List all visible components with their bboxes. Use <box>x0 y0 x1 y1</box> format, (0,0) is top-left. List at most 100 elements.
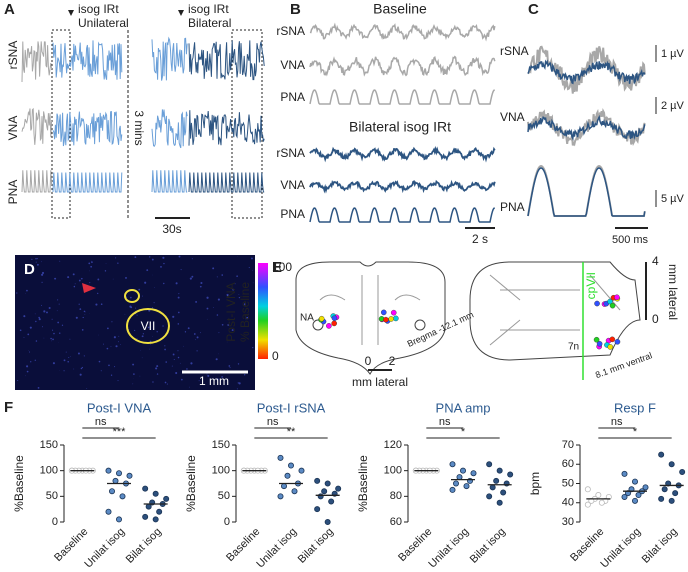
significance: * <box>461 426 466 438</box>
point <box>669 462 674 467</box>
speckle-dot <box>66 352 67 353</box>
panel-label: C <box>528 1 539 18</box>
trace <box>53 40 122 79</box>
point <box>460 468 465 473</box>
speckle-dot <box>81 368 83 370</box>
panel-label: B <box>290 1 301 18</box>
point <box>329 499 334 504</box>
speckle-dot <box>101 370 102 371</box>
site <box>332 316 337 321</box>
colorbar-title: Post-I VNA <box>224 282 238 341</box>
speckle-dot <box>26 365 28 367</box>
site <box>610 303 615 308</box>
speckle-dot <box>162 257 164 259</box>
annotation: isog IRt <box>188 2 229 16</box>
significance: ns <box>95 416 107 428</box>
speckle-dot <box>143 333 144 334</box>
point <box>497 468 502 473</box>
scale-label: 1 mm <box>199 374 229 388</box>
brain-detail <box>490 275 620 345</box>
point <box>164 496 169 501</box>
row-label: rSNA <box>6 41 20 70</box>
speckle-dot <box>174 359 175 360</box>
trace <box>22 170 52 192</box>
annotation: 7n <box>568 342 579 353</box>
y-tick-label: 50 <box>218 490 230 502</box>
row-label: VNA <box>280 178 305 192</box>
speckle-dot <box>188 327 190 329</box>
annotation: cpVII <box>584 272 598 299</box>
speckle-dot <box>101 303 103 305</box>
speckle-dot <box>79 304 80 305</box>
speckle-dot <box>46 311 48 313</box>
speckle-dot <box>134 330 135 331</box>
speckle-dot <box>37 264 39 266</box>
speckle-dot <box>217 314 219 316</box>
point <box>288 463 293 468</box>
speckle-dot <box>69 339 70 340</box>
point <box>659 496 664 501</box>
annotation: isog IRt <box>78 2 119 16</box>
trace <box>310 149 495 160</box>
speckle-dot <box>179 256 181 258</box>
speckle-dot <box>70 356 71 357</box>
speckle-dot <box>152 307 153 308</box>
speckle-dot <box>140 350 141 351</box>
chart-title: Post-I rSNA <box>257 400 326 415</box>
speckle-dot <box>130 297 132 299</box>
micrograph <box>15 255 255 390</box>
scale-label: 1 µV <box>661 48 685 60</box>
speckle-dot <box>165 382 167 384</box>
point <box>490 485 495 490</box>
speckle-dot <box>178 323 180 325</box>
site <box>615 339 620 344</box>
speckle-dot <box>237 388 238 389</box>
y-tick-label: 60 <box>390 516 402 528</box>
annotation: Bilateral <box>188 16 231 30</box>
speckle-dot <box>120 344 121 345</box>
speckle-dot <box>173 354 175 356</box>
y-tick-label: 50 <box>46 490 58 502</box>
speckle-dot <box>125 277 127 279</box>
speckle-dot <box>190 278 192 280</box>
speckle-dot <box>165 361 167 363</box>
site <box>389 316 394 321</box>
speckle-dot <box>191 276 193 278</box>
speckle-dot <box>138 289 140 291</box>
site <box>610 337 615 342</box>
y-tick-label: 150 <box>40 439 58 451</box>
chart-title: PNA amp <box>436 400 491 415</box>
speckle-dot <box>114 366 115 367</box>
speckle-dot <box>164 349 166 351</box>
speckle-dot <box>82 367 83 368</box>
speckle-dot <box>79 308 81 310</box>
point <box>127 473 132 478</box>
speckle-dot <box>98 335 99 336</box>
colorbar <box>258 263 268 359</box>
site <box>608 344 613 349</box>
point <box>153 491 158 496</box>
x-tick-label: Bilat isog <box>468 526 508 566</box>
speckle-dot <box>78 352 80 354</box>
row-label: PNA <box>6 180 20 205</box>
speckle-dot <box>157 331 158 332</box>
point <box>315 478 320 483</box>
x-tick-label: Bilat isog <box>640 526 680 566</box>
point <box>292 489 297 494</box>
trace <box>152 38 187 80</box>
point <box>106 509 111 514</box>
y-tick-label: 100 <box>384 465 402 477</box>
speckle-dot <box>35 258 36 259</box>
trace <box>53 112 122 146</box>
trace <box>189 40 264 79</box>
point <box>487 462 492 467</box>
speckle-dot <box>35 360 36 361</box>
scale-label: 0 <box>365 354 372 368</box>
row-label: PNA <box>500 200 525 214</box>
speckle-dot <box>20 329 22 331</box>
speckle-dot <box>189 387 190 388</box>
y-axis-label: bpm <box>528 472 542 495</box>
panel-label: A <box>4 1 15 18</box>
y-tick-label: 0 <box>52 516 58 528</box>
y-tick-label: 120 <box>384 439 402 451</box>
